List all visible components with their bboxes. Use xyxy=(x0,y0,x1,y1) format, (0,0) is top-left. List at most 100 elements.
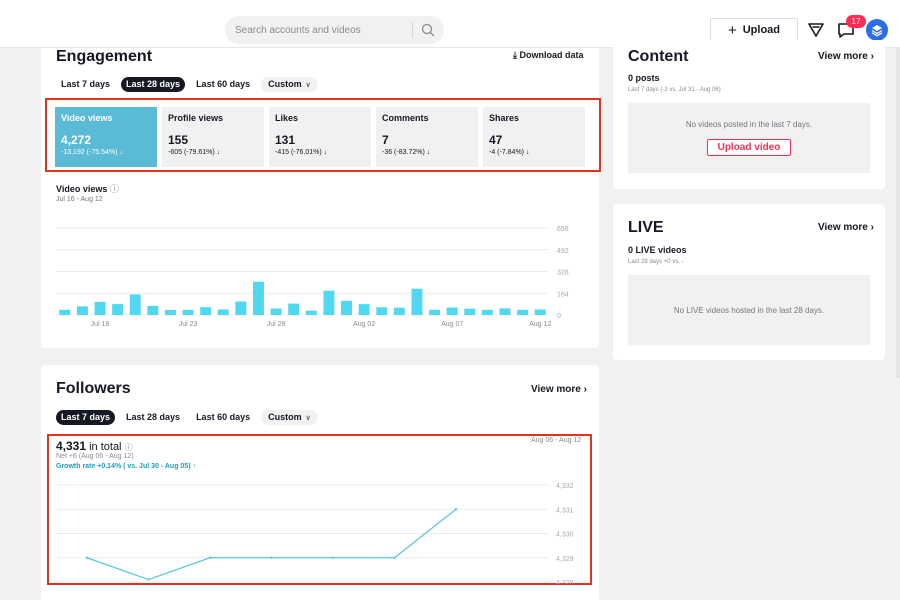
live-view-more[interactable]: View more › xyxy=(818,222,874,233)
tab-last-7-days[interactable]: Last 7 days xyxy=(56,77,116,92)
metric-shares[interactable]: Shares 47 -4 (-7.84%) ↓ xyxy=(483,107,585,167)
data-point xyxy=(331,556,335,559)
chevron-right-icon: › xyxy=(870,51,874,62)
tab-last-60-days[interactable]: Last 60 days xyxy=(191,410,256,425)
metric-change: -415 (-76.01%) ↓ xyxy=(275,149,328,156)
live-video-count: 0 LIVE videos xyxy=(628,245,687,255)
followers-title: Followers xyxy=(56,380,131,397)
followers-total: 4,331 in total ⓘ xyxy=(56,439,133,453)
bar xyxy=(288,303,300,315)
metric-profile-views[interactable]: Profile views 155 -605 (-79.61%) ↓ xyxy=(162,107,264,167)
download-data-link[interactable]: ⤓ Download data xyxy=(513,50,584,61)
metrics-highlight-box xyxy=(45,98,601,172)
metric-change: -36 (-83.72%) ↓ xyxy=(382,149,431,156)
metric-tiles: Video views 4,272 -13,192 (-75.54%) ↓ Pr… xyxy=(55,107,585,167)
upload-button[interactable]: + Upload xyxy=(710,18,798,42)
y-tick-label: 4,330 xyxy=(556,532,574,539)
engagement-title: Engagement xyxy=(56,48,153,65)
data-point xyxy=(85,556,89,559)
tab-last-28-days[interactable]: Last 28 days xyxy=(121,77,186,92)
data-point xyxy=(270,556,273,559)
bar xyxy=(112,304,124,315)
content-view-more[interactable]: View more › xyxy=(818,51,874,62)
bar xyxy=(376,307,388,315)
bar xyxy=(164,309,176,315)
engagement-date-tabs: Last 7 days Last 28 days Last 60 days Cu… xyxy=(56,77,318,92)
search-divider xyxy=(412,22,413,38)
metric-change: -4 (-7.84%) ↓ xyxy=(489,149,530,156)
inbox-badge: 17 xyxy=(846,15,866,28)
bar xyxy=(235,301,247,315)
followers-net: Net +6 (Aug 06 - Aug 12) xyxy=(56,453,134,460)
tab-custom[interactable]: Custom ∨ xyxy=(261,77,318,92)
video-views-chart-title: Video views ⓘ xyxy=(56,184,119,194)
bar xyxy=(464,308,476,315)
arrow-down-icon: ↓ xyxy=(426,149,431,156)
x-tick-label: Aug 07 xyxy=(441,321,463,328)
download-label: Download data xyxy=(519,50,584,60)
search-box[interactable] xyxy=(225,16,444,44)
tab-last-7-days[interactable]: Last 7 days xyxy=(56,410,116,425)
y-tick-label: 492 xyxy=(557,248,569,255)
tab-custom[interactable]: Custom ∨ xyxy=(261,410,318,425)
followers-date-range: Aug 06 - Aug 12 xyxy=(531,437,582,444)
info-icon: ⓘ xyxy=(109,184,119,194)
y-tick-label: 4,332 xyxy=(556,483,574,490)
followers-view-more[interactable]: View more › xyxy=(531,384,587,395)
live-empty-state: No LIVE videos hosted in the last 28 day… xyxy=(628,275,870,345)
data-point xyxy=(454,508,458,511)
chevron-down-icon: ∨ xyxy=(305,415,311,422)
bar xyxy=(446,307,458,315)
filter-icon[interactable] xyxy=(806,20,826,40)
video-views-bar-chart: 0 164 328 492 656 Jul 18 Jul 23 Jul 28 Aug 02 Aug… xyxy=(56,226,569,328)
scrollbar[interactable] xyxy=(896,48,900,378)
info-icon: ⓘ xyxy=(124,443,133,452)
bar xyxy=(517,309,529,315)
y-tick-label: 4,328 xyxy=(556,580,574,584)
bar xyxy=(270,308,282,315)
upload-video-button[interactable]: Upload video xyxy=(706,139,792,156)
metric-value: 155 xyxy=(168,133,189,147)
metric-video-views[interactable]: Video views 4,272 -13,192 (-75.54%) ↓ xyxy=(55,107,157,167)
data-point xyxy=(393,556,396,559)
content-title: Content xyxy=(628,48,689,65)
arrow-up-icon: ↑ xyxy=(192,463,197,470)
custom-label: Custom xyxy=(268,79,302,89)
metric-change: -13,192 (-75.54%) ↓ xyxy=(61,149,123,156)
metric-label: Profile views xyxy=(168,113,224,123)
x-tick-label: Jul 23 xyxy=(179,321,198,328)
metric-likes[interactable]: Likes 131 -415 (-76.01%) ↓ xyxy=(269,107,371,167)
bar xyxy=(341,300,352,315)
bar xyxy=(358,304,370,315)
x-tick-label: Aug 02 xyxy=(353,321,375,328)
arrow-down-icon: ↓ xyxy=(119,149,123,156)
chevron-right-icon: › xyxy=(583,384,587,395)
y-tick-label: 164 xyxy=(557,291,569,298)
series-line xyxy=(86,508,457,581)
content-post-count: 0 posts xyxy=(628,73,660,83)
bar xyxy=(429,309,441,315)
bar xyxy=(76,306,88,315)
search-button[interactable] xyxy=(418,20,438,40)
data-point xyxy=(147,578,150,581)
tab-last-60-days[interactable]: Last 60 days xyxy=(191,77,256,92)
x-tick-label: Aug 12 xyxy=(529,321,551,328)
tab-last-28-days[interactable]: Last 28 days xyxy=(121,410,186,425)
bar xyxy=(182,309,194,315)
content-compare: Last 7 days (-2 vs. Jul 31 - Aug 06) xyxy=(628,87,721,93)
y-tick-label: 4,329 xyxy=(556,556,574,563)
bar xyxy=(481,309,493,315)
metric-comments[interactable]: Comments 7 -36 (-83.72%) ↓ xyxy=(376,107,478,167)
search-input[interactable] xyxy=(235,22,405,38)
metric-label: Shares xyxy=(489,113,520,123)
arrow-down-icon: ↓ xyxy=(216,149,221,156)
content-empty-text: No videos posted in the last 7 days. xyxy=(685,120,813,129)
avatar[interactable] xyxy=(866,19,888,41)
metric-value: 131 xyxy=(275,133,296,147)
engagement-card: Engagement ⤓ Download data Last 7 days L… xyxy=(41,48,601,348)
y-tick-label: 328 xyxy=(557,270,569,277)
upload-label: Upload xyxy=(742,24,781,36)
live-card: LIVE View more › 0 LIVE videos Last 28 d… xyxy=(613,204,885,360)
bar xyxy=(253,281,264,315)
live-title: LIVE xyxy=(628,219,664,236)
